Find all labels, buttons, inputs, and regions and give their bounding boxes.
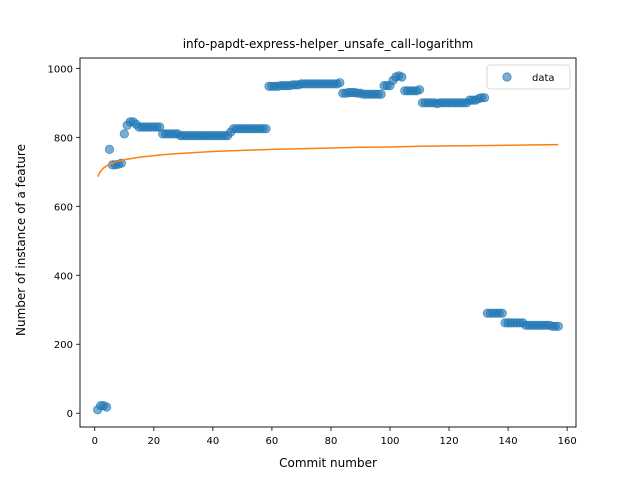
y-tick-label: 1000 (48, 64, 73, 75)
data-point (261, 124, 271, 134)
x-tick-label: 60 (266, 436, 279, 447)
x-tick-label: 20 (147, 436, 160, 447)
data-point (376, 89, 386, 99)
data-point (479, 93, 490, 103)
chart-title: info-papdt-express-helper_unsafe_call-lo… (183, 37, 474, 51)
legend-marker (502, 72, 512, 82)
x-tick-label: 160 (558, 436, 577, 447)
plot-area: 0 20 40 60 80 100 120 140 160 0 200 400 600 800 1000 da… (48, 57, 577, 447)
legend-label: data (532, 73, 555, 84)
data-points (93, 71, 563, 415)
data-point (102, 402, 112, 412)
y-tick-label: 600 (54, 202, 73, 213)
data-point (553, 321, 563, 331)
legend: data (486, 64, 571, 90)
y-tick-label: 800 (54, 133, 73, 144)
legend-box (486, 64, 571, 90)
plot-frame (79, 57, 577, 428)
y-tick-label: 400 (54, 271, 73, 282)
x-tick-label: 140 (499, 436, 518, 447)
data-point (397, 72, 407, 82)
fit-line (97, 143, 559, 177)
y-tick-label: 200 (54, 340, 73, 351)
x-tick-label: 80 (325, 436, 338, 447)
x-tick-label: 40 (206, 436, 219, 447)
data-point (497, 308, 507, 318)
x-tick-label: 0 (92, 436, 98, 447)
x-tick-label: 120 (440, 436, 459, 447)
data-point (104, 144, 115, 154)
y-axis-label: Number of instance of a feature (14, 144, 28, 336)
y-tick-label: 0 (67, 409, 73, 420)
data-point (119, 129, 129, 139)
data-point (414, 85, 425, 95)
x-tick-label: 100 (380, 436, 399, 447)
data-point (335, 78, 345, 88)
x-axis-label: Commit number (279, 456, 377, 470)
